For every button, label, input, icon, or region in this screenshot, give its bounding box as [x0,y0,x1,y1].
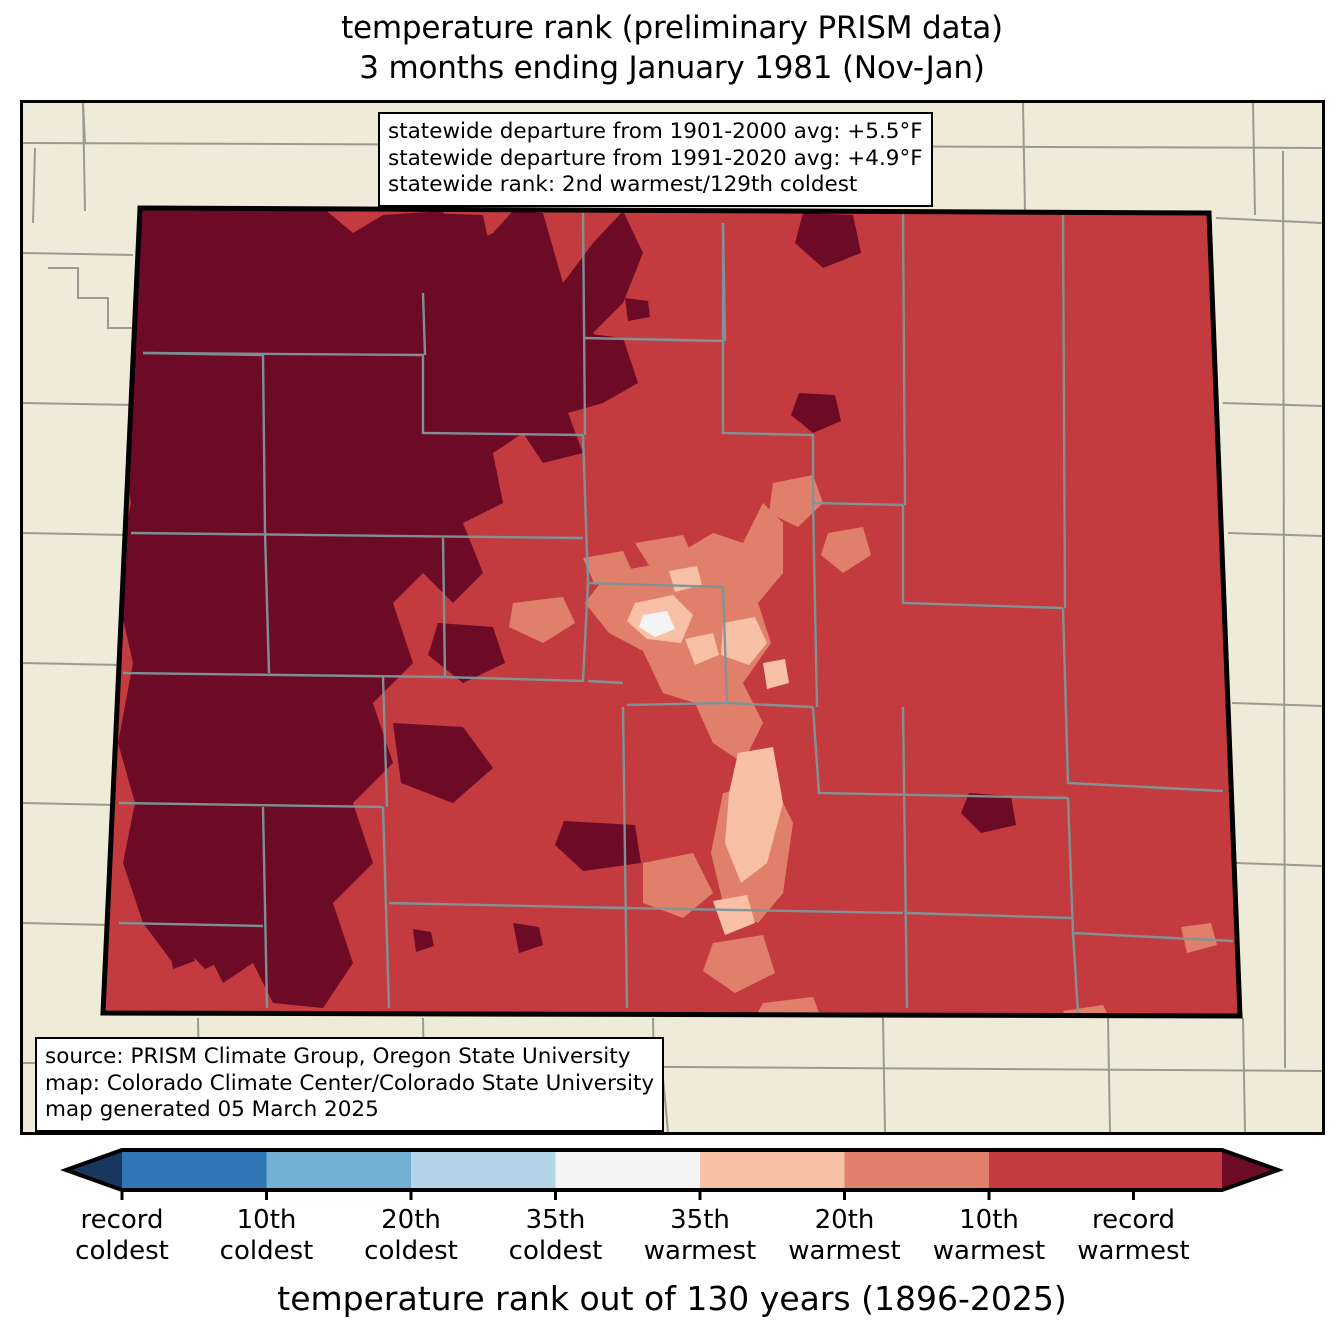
cb-label-1: 10th coldest [219,1205,314,1266]
colorado-county-lines [118,210,1234,1014]
map-panel [20,100,1325,1135]
layer-record-warmest [115,208,1016,1008]
title-line-1: temperature rank (preliminary PRISM data… [341,10,1003,46]
statewide-stats-box: statewide departure from 1901-2000 avg: … [378,112,933,207]
source-credit-box: source: PRISM Climate Group, Oregon Stat… [35,1037,665,1132]
colorbar-band-4 [555,1150,700,1190]
colorbar-band-8 [1133,1150,1222,1190]
stats-line-3: statewide rank: 2nd warmest/129th coldes… [388,172,858,197]
colorbar-band-2 [266,1150,411,1190]
page-title: temperature rank (preliminary PRISM data… [0,8,1344,88]
source-line-3: map generated 05 March 2025 [45,1097,379,1122]
cb-label-0: record coldest [75,1205,169,1266]
colorbar-band-3 [411,1150,556,1190]
colorbar-band-5 [700,1150,845,1190]
source-line-1: source: PRISM Climate Group, Oregon Stat… [45,1044,631,1069]
colorado-state-border [100,205,1243,1019]
colorbar-svg [60,1148,1284,1200]
colorado-rank-layers [103,208,1240,1016]
source-line-2: map: Colorado Climate Center/Colorado St… [45,1070,655,1096]
colorbar-band-6 [844,1150,989,1190]
stats-line-2: statewide departure from 1991-2020 avg: … [388,145,923,171]
cb-label-3: 35th coldest [508,1205,603,1266]
colorbar-caption: temperature rank out of 130 years (1896-… [277,1279,1067,1318]
colorbar-segments [66,1150,1278,1190]
cb-label-2: 20th coldest [364,1205,458,1266]
colorbar-band-1 [122,1150,267,1190]
cb-label-6: 10th warmest [932,1205,1046,1266]
cb-label-4: 35th warmest [643,1205,757,1266]
cb-label-7: record warmest [1077,1205,1190,1266]
stats-line-1: statewide departure from 1901-2000 avg: … [388,119,923,144]
colorbar-over-arrow [1222,1150,1278,1190]
layer-near-normal [639,611,675,637]
colorado-temperature-rank-map [23,103,1322,1132]
title-line-2: 3 months ending January 1981 (Nov-Jan) [359,50,985,86]
colorbar-tick-labels: record coldest 10th coldest 20th coldest… [0,1205,1344,1267]
cb-label-5: 20th warmest [788,1205,901,1266]
colorbar-outline [60,1148,1284,1192]
colorbar [0,1140,1344,1200]
colorbar-ticks [120,1190,1135,1200]
colorbar-band-7 [989,1150,1134,1190]
colorbar-under-arrow [66,1150,122,1190]
